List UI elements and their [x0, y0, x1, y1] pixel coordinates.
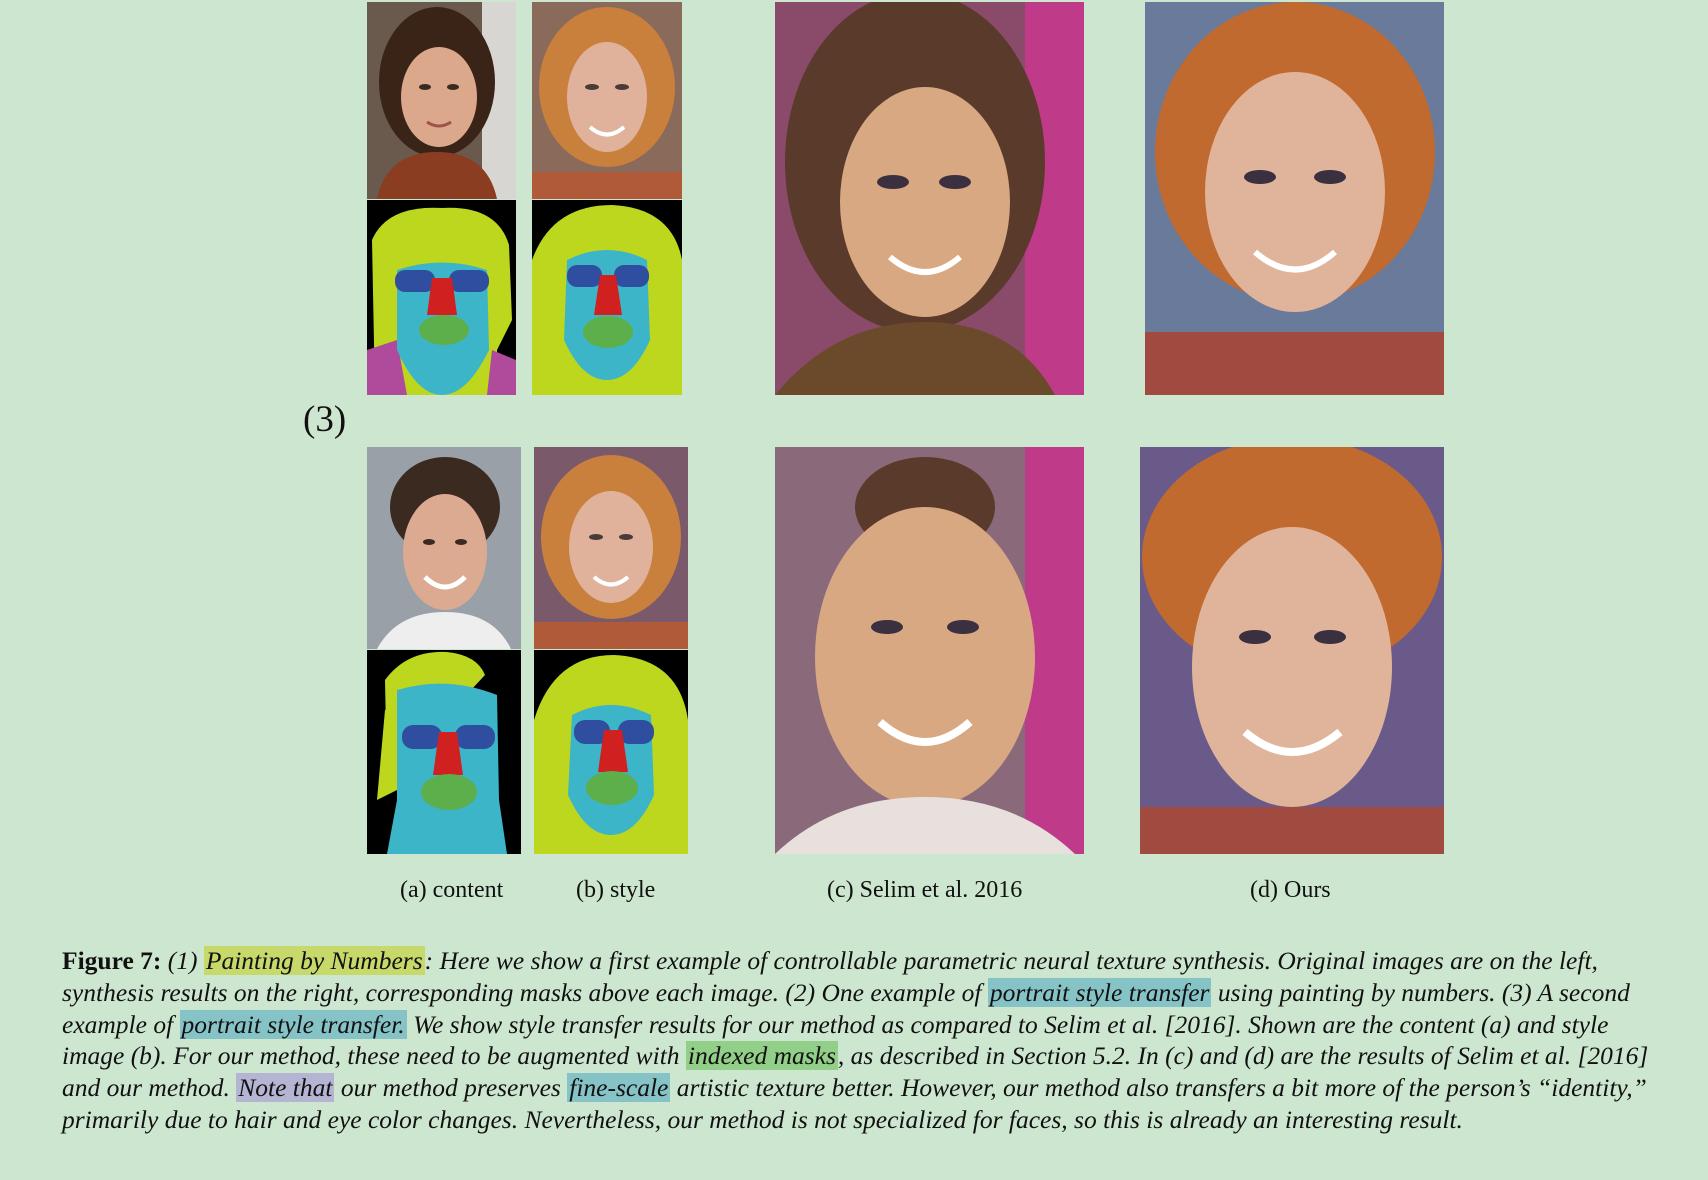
highlight-note-that: Note that: [236, 1073, 335, 1103]
style-mask-bottom: [534, 650, 688, 854]
content-mask-bottom: [367, 650, 521, 854]
content-photo-bottom: [367, 447, 521, 649]
caption-text-7: artistic texture better. However, our me…: [62, 1073, 1647, 1134]
caption-text-3: using painting by numbers. (3) A second …: [62, 977, 1630, 1039]
highlight-painting-by-numbers: Painting by Numbers: [203, 946, 425, 975]
subcaption-ours: (d) Ours: [1250, 877, 1331, 903]
row-label: (3): [303, 399, 347, 440]
subcaption-content: (a) content: [400, 877, 504, 903]
highlight-portrait-style-transfer: portrait style transfer: [987, 977, 1212, 1007]
ours-result-bottom: [1140, 447, 1444, 854]
content-mask-top: [367, 200, 516, 395]
highlight-portrait-style-transfer-2: portrait style transfer.: [179, 1009, 407, 1039]
subcaption-selim: (c) Selim et al. 2016: [827, 877, 1023, 903]
ours-result-top: [1145, 2, 1444, 395]
highlight-fine-scale: fine-scale: [567, 1073, 671, 1103]
caption-text-2: : Here we show a first example of contro…: [62, 946, 1598, 1007]
selim-result-bottom: [775, 447, 1084, 854]
style-painting-bottom: [534, 447, 688, 649]
content-photo-top: [367, 2, 516, 199]
selim-result-top: [775, 2, 1084, 395]
subcaption-style: (b) style: [576, 877, 656, 903]
highlight-indexed-masks: indexed masks: [685, 1041, 838, 1071]
caption-text-6: our method preserves: [334, 1073, 568, 1103]
figure-caption: Figure 7: (1) Painting by Numbers: Here …: [62, 945, 1674, 1136]
caption-text-1: (1): [161, 946, 204, 975]
style-painting-top: [532, 2, 682, 199]
figure-label: Figure 7:: [62, 946, 162, 975]
caption-text-4: We show style transfer results for our m…: [62, 1009, 1609, 1071]
style-mask-top: [532, 200, 682, 395]
caption-text-5: , as described in Section 5.2. In (c) an…: [62, 1041, 1649, 1103]
